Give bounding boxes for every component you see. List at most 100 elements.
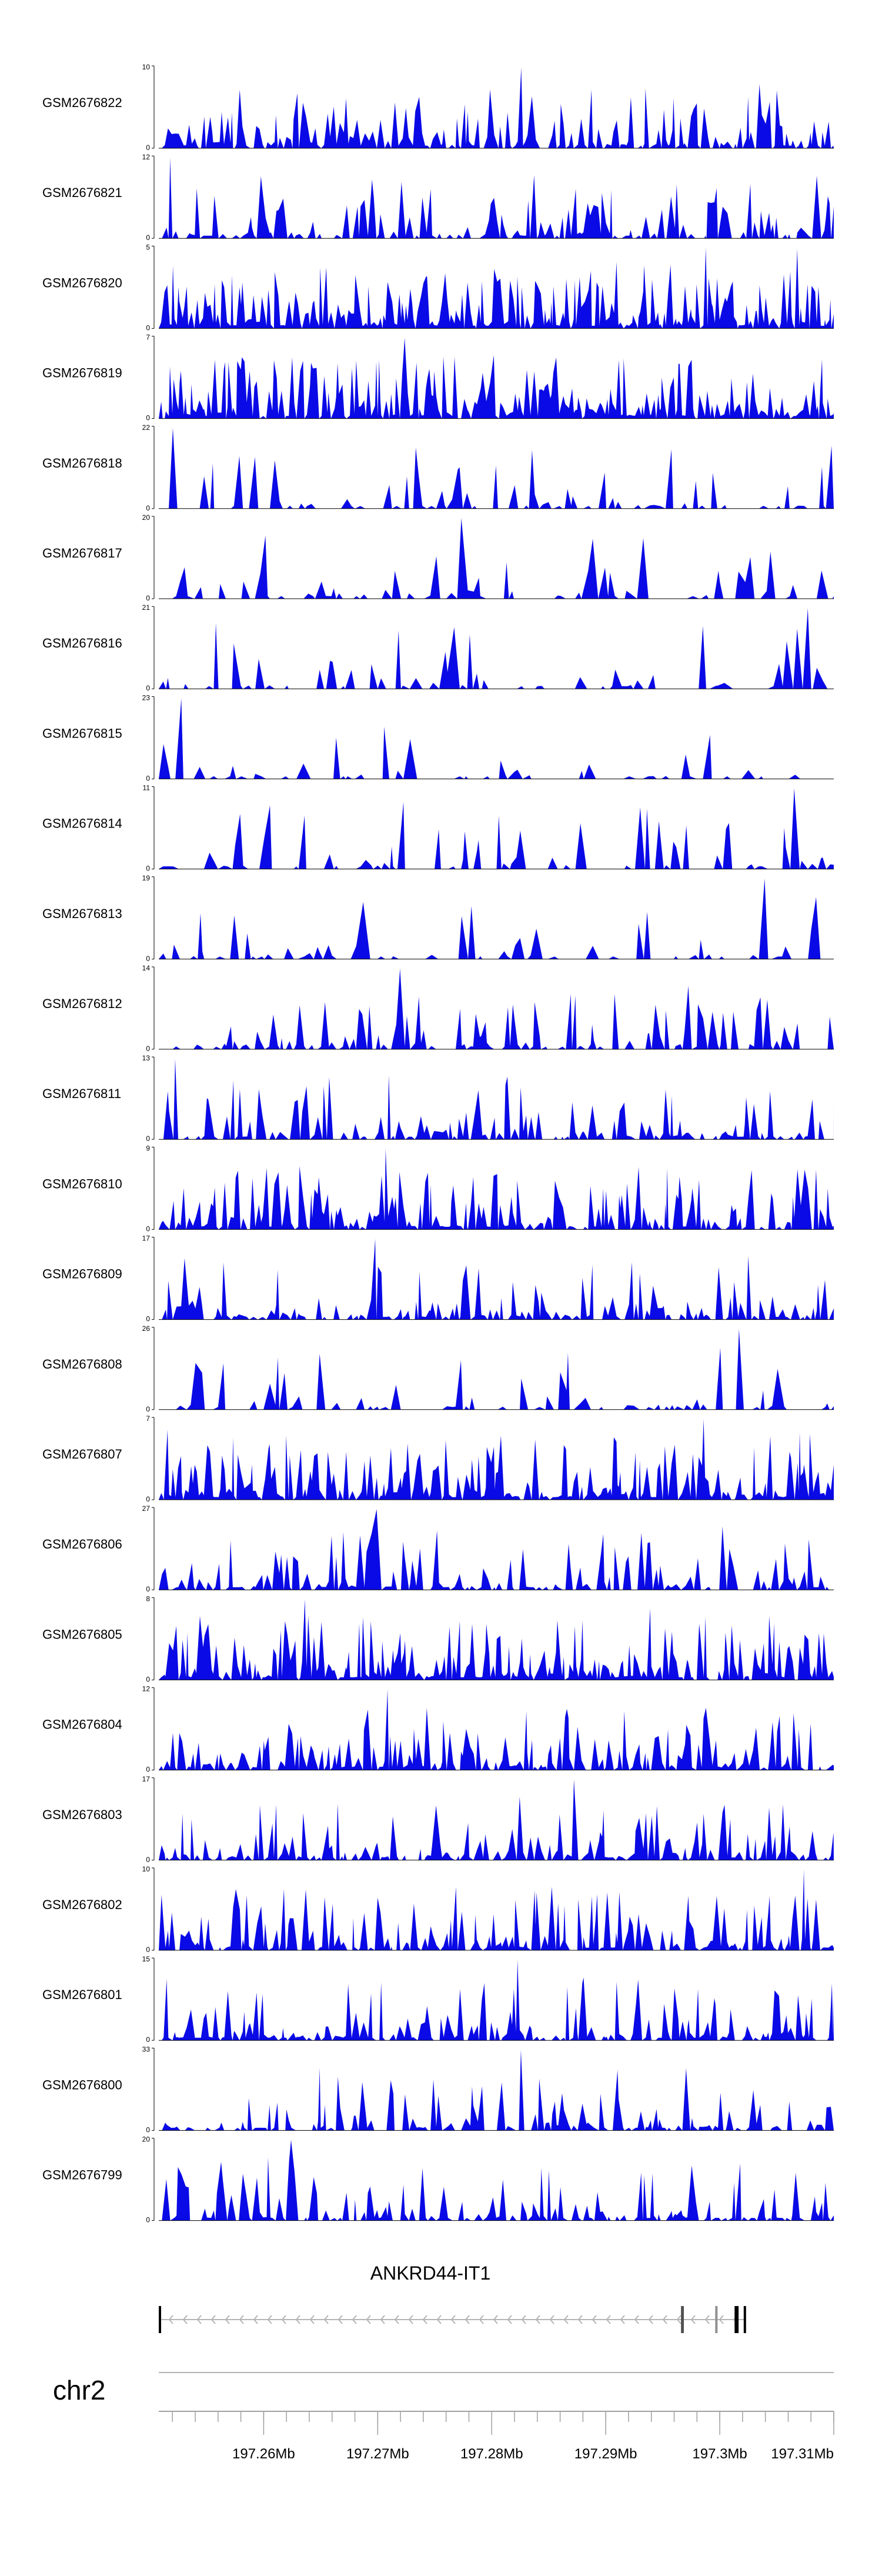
- coverage-area: [159, 2140, 834, 2221]
- track-y-min-label: 0: [146, 1045, 150, 1053]
- track-GSM2676807: GSM2676807 7 0: [42, 1414, 834, 1503]
- strand-arrow: [196, 2315, 202, 2324]
- track-GSM2676814: GSM2676814 11 0: [42, 784, 834, 873]
- track-y-min-label: 0: [146, 504, 150, 512]
- strand-arrow: [422, 2315, 427, 2324]
- coverage-area: [159, 1149, 834, 1230]
- track-label: GSM2676803: [42, 1807, 122, 1822]
- strand-arrow: [281, 2315, 286, 2324]
- track-label: GSM2676811: [42, 1086, 121, 1101]
- coverage-area: [159, 1419, 834, 1500]
- track-y-max-label: 23: [142, 693, 151, 702]
- gene-annotation-track: ANKRD44-IT1: [159, 2263, 746, 2333]
- strand-arrow: [436, 2315, 442, 2324]
- strand-arrow: [620, 2315, 625, 2324]
- track-GSM2676806: GSM2676806 27 0: [42, 1504, 834, 1593]
- track-y-max-label: 17: [142, 1234, 151, 1243]
- strand-arrow: [634, 2315, 639, 2324]
- chromosome-label: chr2: [53, 2375, 105, 2405]
- coverage-area: [159, 518, 834, 599]
- strand-arrow: [690, 2315, 696, 2324]
- strand-arrow: [267, 2315, 272, 2324]
- track-GSM2676808: GSM2676808 26 0: [42, 1324, 834, 1413]
- coverage-area: [159, 1329, 834, 1410]
- track-y-max-label: 7: [146, 1414, 150, 1423]
- axis-tick-label: 197.29Mb: [574, 2446, 637, 2462]
- track-GSM2676812: GSM2676812 14 0: [42, 964, 834, 1053]
- track-GSM2676811: GSM2676811 13 0: [42, 1054, 834, 1143]
- strand-arrow: [380, 2315, 385, 2324]
- strand-arrow: [211, 2315, 216, 2324]
- strand-arrow: [493, 2315, 498, 2324]
- track-label: GSM2676802: [42, 1897, 122, 1912]
- strand-arrow: [507, 2315, 512, 2324]
- track-y-max-label: 33: [142, 2045, 151, 2053]
- track-y-max-label: 8: [146, 1594, 150, 1603]
- track-y-min-label: 0: [146, 1766, 150, 1774]
- strand-arrow: [563, 2315, 569, 2324]
- coverage-area: [159, 428, 834, 509]
- track-y-max-label: 20: [142, 2135, 151, 2144]
- gene-label: ANKRD44-IT1: [370, 2263, 491, 2284]
- gene-exon: [681, 2306, 684, 2333]
- coverage-area: [159, 67, 834, 148]
- track-GSM2676810: GSM2676810 9 0: [42, 1144, 834, 1233]
- track-GSM2676804: GSM2676804 12 0: [42, 1685, 834, 1774]
- track-y-min-label: 0: [146, 414, 150, 422]
- track-label: GSM2676805: [42, 1627, 122, 1641]
- coverage-area: [159, 1239, 834, 1320]
- gene-exon: [159, 2306, 161, 2333]
- track-y-min-label: 0: [146, 2036, 150, 2044]
- strand-arrow: [352, 2315, 357, 2324]
- track-label: GSM2676807: [42, 1447, 122, 1461]
- strand-arrow: [662, 2315, 667, 2324]
- track-label: GSM2676810: [42, 1176, 122, 1191]
- strand-arrow: [577, 2315, 583, 2324]
- strand-arrow: [535, 2315, 540, 2324]
- coverage-area: [159, 1599, 834, 1680]
- track-GSM2676821: GSM2676821 12 0: [42, 153, 834, 242]
- track-label: GSM2676815: [42, 726, 122, 740]
- track-y-max-label: 12: [142, 1685, 151, 1693]
- coverage-area: [159, 968, 834, 1049]
- coverage-area: [159, 698, 834, 779]
- track-GSM2676801: GSM2676801 15 0: [42, 1955, 834, 2044]
- coverage-area: [159, 1960, 834, 2041]
- track-y-max-label: 15: [142, 1955, 151, 1963]
- track-GSM2676799: GSM2676799 20 0: [42, 2135, 834, 2224]
- strand-arrow: [549, 2315, 554, 2324]
- track-label: GSM2676820: [42, 275, 122, 290]
- track-label: GSM2676817: [42, 546, 122, 560]
- coverage-area: [159, 1509, 834, 1590]
- track-y-min-label: 0: [146, 1675, 150, 1683]
- strand-arrow: [366, 2315, 371, 2324]
- track-GSM2676802: GSM2676802 10 0: [42, 1865, 834, 1954]
- track-y-max-label: 10: [142, 1865, 151, 1873]
- track-y-min-label: 0: [146, 684, 150, 692]
- track-y-max-label: 21: [142, 603, 151, 612]
- strand-arrow: [606, 2315, 611, 2324]
- track-label: GSM2676821: [42, 185, 122, 200]
- strand-arrow: [465, 2315, 470, 2324]
- track-y-min-label: 0: [146, 144, 150, 152]
- axis-tick-label: 197.27Mb: [346, 2446, 409, 2462]
- track-GSM2676816: GSM2676816 21 0: [42, 603, 834, 692]
- track-y-min-label: 0: [146, 323, 150, 332]
- track-label: GSM2676808: [42, 1357, 122, 1372]
- coverage-area: [159, 878, 834, 959]
- coverage-area: [159, 338, 834, 419]
- coverage-area: [159, 1779, 834, 1860]
- axis-tick-label: 197.26Mb: [232, 2446, 295, 2462]
- track-y-max-label: 13: [142, 1054, 151, 1062]
- track-y-min-label: 0: [146, 2125, 150, 2134]
- track-y-min-label: 0: [146, 1856, 150, 1864]
- strand-arrow: [225, 2315, 230, 2324]
- track-y-max-label: 10: [142, 63, 151, 71]
- track-y-max-label: 5: [146, 243, 150, 251]
- track-y-min-label: 0: [146, 1134, 150, 1143]
- strand-arrow: [450, 2315, 456, 2324]
- track-GSM2676803: GSM2676803 17 0: [42, 1775, 834, 1864]
- strand-arrow: [394, 2315, 399, 2324]
- coverage-area: [159, 1689, 834, 1770]
